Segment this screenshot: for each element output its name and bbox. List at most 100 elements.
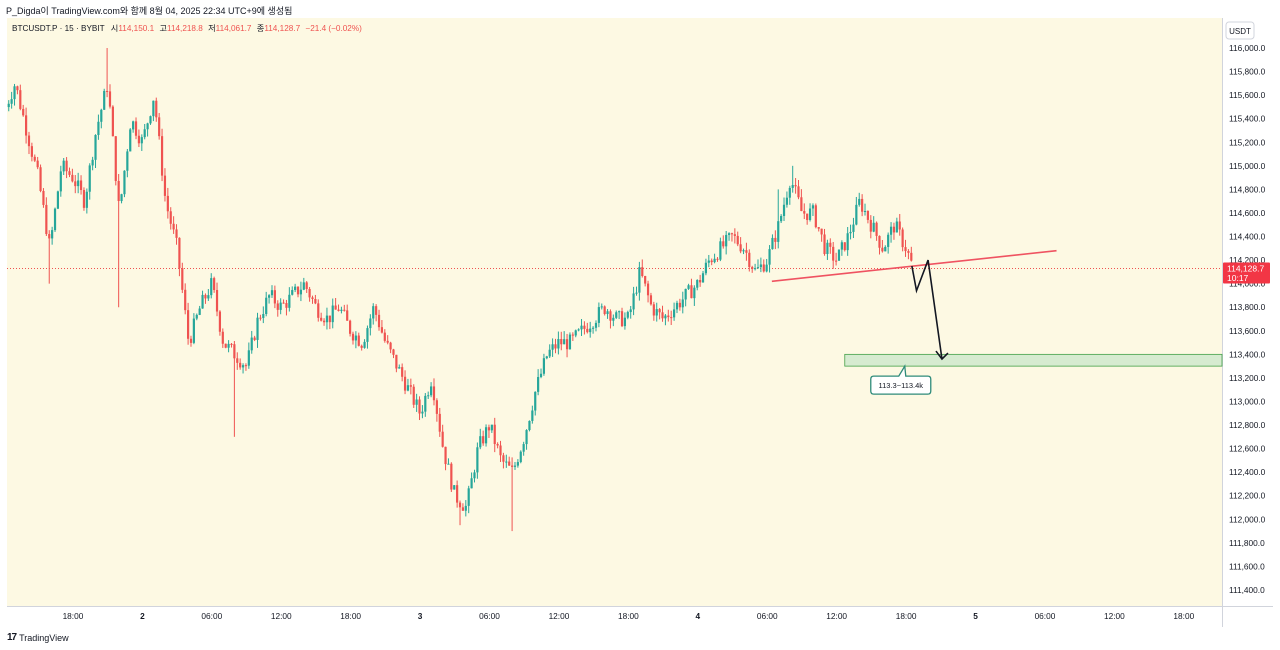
- candle-body: [594, 322, 598, 328]
- legend-open-label: 시: [111, 24, 119, 33]
- y-tick-label: 112,600.0: [1229, 444, 1266, 454]
- price-axis[interactable]: 116,000.0 115,800.0 115,600.0 115,400.0 115,…: [1229, 43, 1266, 595]
- x-tick-label: 06:00: [757, 611, 778, 621]
- candle-body: [186, 310, 190, 339]
- candle-body: [126, 151, 129, 171]
- candle-body: [256, 317, 259, 340]
- candle-body: [887, 234, 890, 247]
- projection-path[interactable]: [911, 259, 943, 360]
- candle-body: [213, 278, 216, 290]
- candle-body: [884, 246, 887, 252]
- candle-body: [675, 302, 679, 310]
- y-tick-label: 113,800.0: [1229, 302, 1266, 312]
- x-tick-label: 06:00: [479, 611, 500, 621]
- candle-body: [768, 249, 771, 265]
- x-tick-label: 06:00: [1035, 611, 1056, 621]
- candle-body: [461, 507, 465, 511]
- candle-body: [444, 446, 447, 465]
- candle-body: [273, 290, 276, 304]
- candle-body: [276, 303, 279, 310]
- candle-body: [409, 385, 412, 387]
- legend-high-label: 고: [159, 24, 167, 33]
- candle-body: [791, 185, 794, 188]
- candle-body: [27, 135, 31, 147]
- candle-body: [531, 410, 534, 421]
- legend-change: −21.4 (−0.02%): [305, 24, 362, 33]
- candle-body: [537, 377, 540, 392]
- candle-body: [250, 337, 253, 351]
- candle-body: [421, 411, 424, 414]
- target-zone[interactable]: [844, 353, 1223, 367]
- candle-body: [638, 267, 641, 293]
- price-badge-bg: [1223, 262, 1270, 284]
- candle-body: [450, 463, 453, 490]
- candle-body: [849, 231, 852, 234]
- trendline[interactable]: [771, 249, 1057, 283]
- zone-callout[interactable]: 113.3~113.4k: [870, 364, 932, 395]
- candle-body: [560, 339, 563, 345]
- candle-body: [230, 343, 233, 345]
- candle-body: [343, 309, 346, 311]
- candle-body: [513, 465, 517, 467]
- price-badge[interactable]: 114,128.7 10:17: [1223, 262, 1270, 284]
- candle-body: [557, 339, 560, 349]
- candle-body: [160, 136, 164, 176]
- candle-body: [172, 223, 175, 230]
- candle-body: [568, 334, 572, 350]
- chart-area[interactable]: 116,000.0 115,800.0 115,600.0 115,400.0 115,…: [7, 18, 1273, 627]
- candle-body: [357, 335, 360, 346]
- y-tick-label: 115,400.0: [1229, 114, 1266, 124]
- candle-body: [484, 427, 488, 444]
- candle-body: [655, 309, 658, 316]
- candle-body: [820, 228, 823, 235]
- candle-body: [646, 283, 650, 296]
- candle-body: [285, 303, 288, 308]
- time-axis[interactable]: 18:00 2 06:00 12:00 18:00 3 06:00 12:00 18:00 4 06…: [63, 611, 1195, 621]
- candle-body: [719, 241, 722, 260]
- candle-body: [302, 282, 305, 290]
- candle-body: [36, 160, 39, 168]
- tradingview-brand[interactable]: 17 TradingView: [7, 632, 69, 643]
- candle-body: [24, 115, 28, 136]
- candle-body: [797, 186, 800, 198]
- legend-low: 114,061.7: [216, 24, 252, 33]
- x-tick-label: 5: [973, 611, 978, 621]
- candle-body: [470, 478, 473, 489]
- candle-body: [808, 208, 812, 220]
- currency-label: USDT: [1229, 27, 1251, 36]
- legend-close: 114,128.7: [264, 24, 300, 33]
- candle-body: [181, 268, 184, 290]
- candle-body: [479, 436, 482, 448]
- plot-background: [7, 18, 1222, 606]
- candle-body: [623, 317, 627, 327]
- candle-body: [615, 312, 618, 318]
- candle-body: [88, 165, 91, 192]
- candle-body: [690, 285, 693, 299]
- candle-body: [722, 241, 725, 247]
- candle-body: [826, 242, 829, 255]
- candle-body: [811, 205, 815, 209]
- candle-body: [730, 233, 734, 235]
- candle-body: [603, 306, 606, 315]
- candle-body: [542, 358, 546, 374]
- price-chart[interactable]: 116,000.0 115,800.0 115,600.0 115,400.0 115,…: [7, 18, 1273, 627]
- candle-body: [834, 260, 838, 262]
- legend-close-label: 종: [257, 24, 265, 33]
- candle-body: [898, 221, 901, 230]
- candle-body: [589, 328, 592, 333]
- candle-body: [895, 221, 898, 233]
- candle-body: [759, 264, 762, 268]
- candle-body: [334, 305, 337, 310]
- candle-body: [331, 305, 334, 323]
- currency-box[interactable]: [1225, 21, 1255, 40]
- candle-body: [189, 338, 193, 343]
- candle-body: [296, 286, 300, 295]
- candle-body: [10, 99, 13, 104]
- candle-body: [658, 309, 661, 313]
- candle-body: [861, 198, 864, 212]
- candle-body: [215, 289, 219, 312]
- candle-body: [855, 204, 858, 225]
- candle-body: [30, 146, 33, 157]
- candle-body: [606, 311, 609, 315]
- candle-body: [612, 317, 615, 321]
